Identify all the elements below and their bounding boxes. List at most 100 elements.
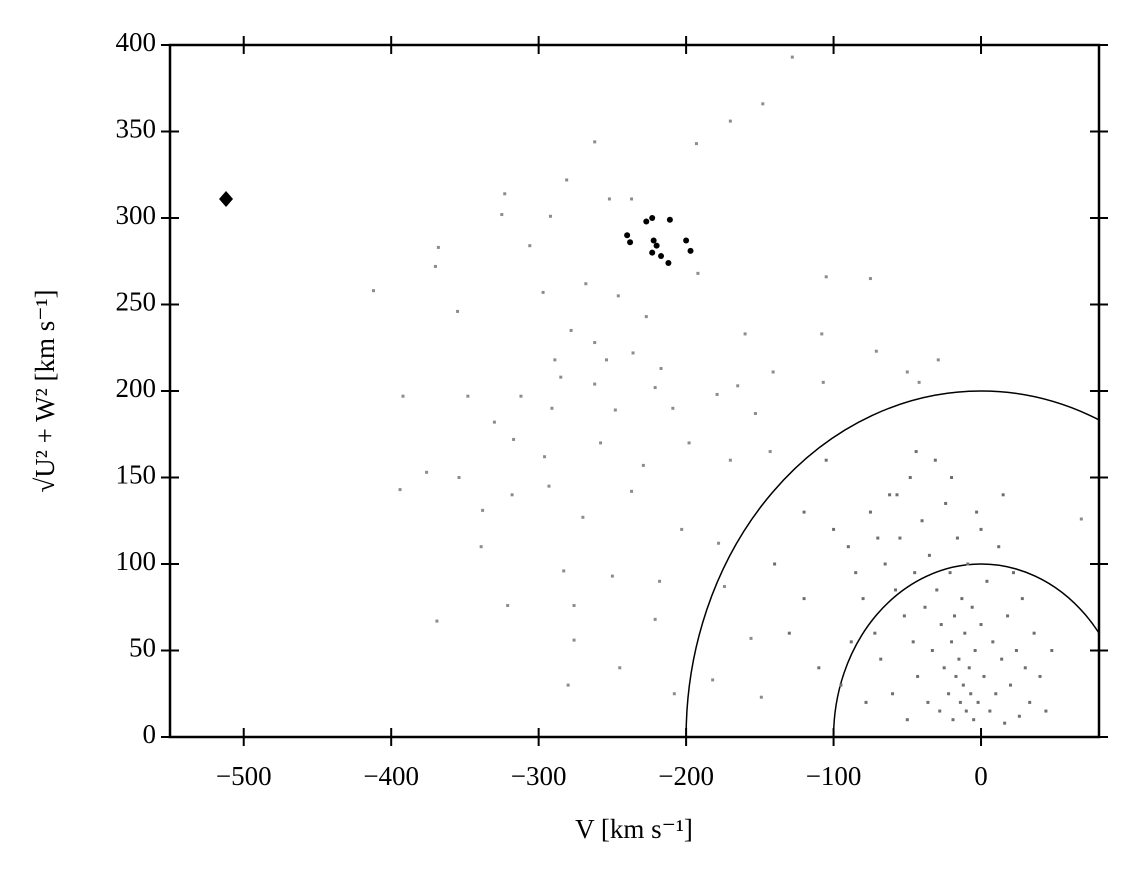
star-point (672, 692, 676, 696)
star-point (923, 605, 927, 609)
star-point (861, 597, 865, 601)
star-point (771, 370, 775, 374)
star-point (630, 489, 634, 493)
star-point (821, 380, 825, 384)
star-point (802, 510, 806, 514)
star-point (543, 455, 547, 459)
star-point (728, 119, 732, 123)
star-point (593, 382, 597, 386)
star-point (711, 678, 715, 682)
star-point (868, 277, 872, 281)
star-point (566, 683, 570, 687)
star-point (481, 508, 485, 512)
star-point (599, 441, 603, 445)
star-point (528, 244, 532, 248)
star-point (927, 553, 931, 557)
star-point (687, 441, 691, 445)
star-point (938, 709, 942, 713)
star-point (492, 420, 496, 424)
star-point (436, 245, 440, 249)
star-point (653, 617, 657, 621)
star-point (1001, 493, 1005, 497)
object-point (219, 190, 234, 207)
star-point (973, 649, 977, 652)
group-point (653, 242, 660, 249)
star-point (593, 140, 597, 144)
star-point (963, 631, 967, 635)
star-point (957, 657, 961, 661)
star-point (976, 700, 980, 704)
star-point (581, 515, 585, 519)
star-point (849, 640, 853, 644)
star-point (961, 683, 965, 687)
star-point (1032, 631, 1036, 635)
star-point (935, 588, 939, 592)
star-point (1023, 666, 1027, 670)
star-point (553, 358, 557, 362)
star-point (914, 450, 918, 454)
star-point (466, 394, 470, 398)
star-point (759, 695, 763, 699)
star-point (979, 527, 983, 531)
star-point (944, 501, 948, 505)
star-point (913, 571, 917, 575)
star-point (641, 463, 645, 467)
y-tick-label: 400 (116, 27, 157, 57)
x-tick-label: −300 (511, 761, 567, 791)
group-point (683, 237, 690, 244)
star-point (371, 289, 375, 293)
star-point (895, 493, 899, 497)
star-point (939, 623, 943, 627)
star-point (988, 709, 992, 713)
star-point (1006, 614, 1010, 618)
star-point (671, 406, 675, 410)
star-point (1044, 709, 1048, 713)
star-point (1028, 700, 1032, 704)
star-point (975, 510, 979, 514)
star-point (970, 605, 974, 609)
star-point (658, 579, 662, 583)
star-point (824, 275, 828, 279)
star-point (933, 458, 937, 462)
star-point (584, 282, 588, 286)
star-point (905, 370, 909, 374)
star-point (908, 476, 912, 479)
y-axis-label: √U² + W² [km s⁻¹] (30, 289, 60, 492)
star-point (715, 392, 719, 396)
star-point (948, 571, 952, 575)
star-point (942, 666, 946, 670)
star-point (864, 700, 868, 704)
star-point (479, 545, 483, 549)
star-point (519, 394, 523, 398)
star-point (1050, 649, 1054, 652)
star-point (500, 213, 504, 217)
star-point (743, 332, 747, 336)
group-point (643, 218, 650, 225)
group-point (649, 215, 656, 221)
star-point (1017, 714, 1021, 718)
y-tick-label: 0 (143, 719, 157, 749)
group-point (658, 253, 665, 260)
star-point (967, 666, 971, 670)
x-tick-label: −400 (363, 761, 419, 791)
star-point (572, 638, 576, 642)
star-point (1003, 721, 1007, 725)
star-point (401, 394, 405, 398)
star-point (761, 102, 765, 106)
star-point (817, 666, 821, 670)
star-point (955, 536, 959, 540)
star-point (898, 536, 902, 540)
star-point (768, 450, 772, 454)
star-point (398, 488, 402, 492)
star-point (457, 476, 461, 479)
star-point (616, 294, 620, 298)
star-point (572, 604, 576, 608)
star-point (435, 619, 439, 623)
star-point (936, 358, 940, 362)
group-point (665, 259, 672, 266)
star-point (787, 631, 791, 635)
star-point (905, 718, 909, 722)
star-point (696, 271, 700, 275)
star-point (920, 519, 924, 523)
